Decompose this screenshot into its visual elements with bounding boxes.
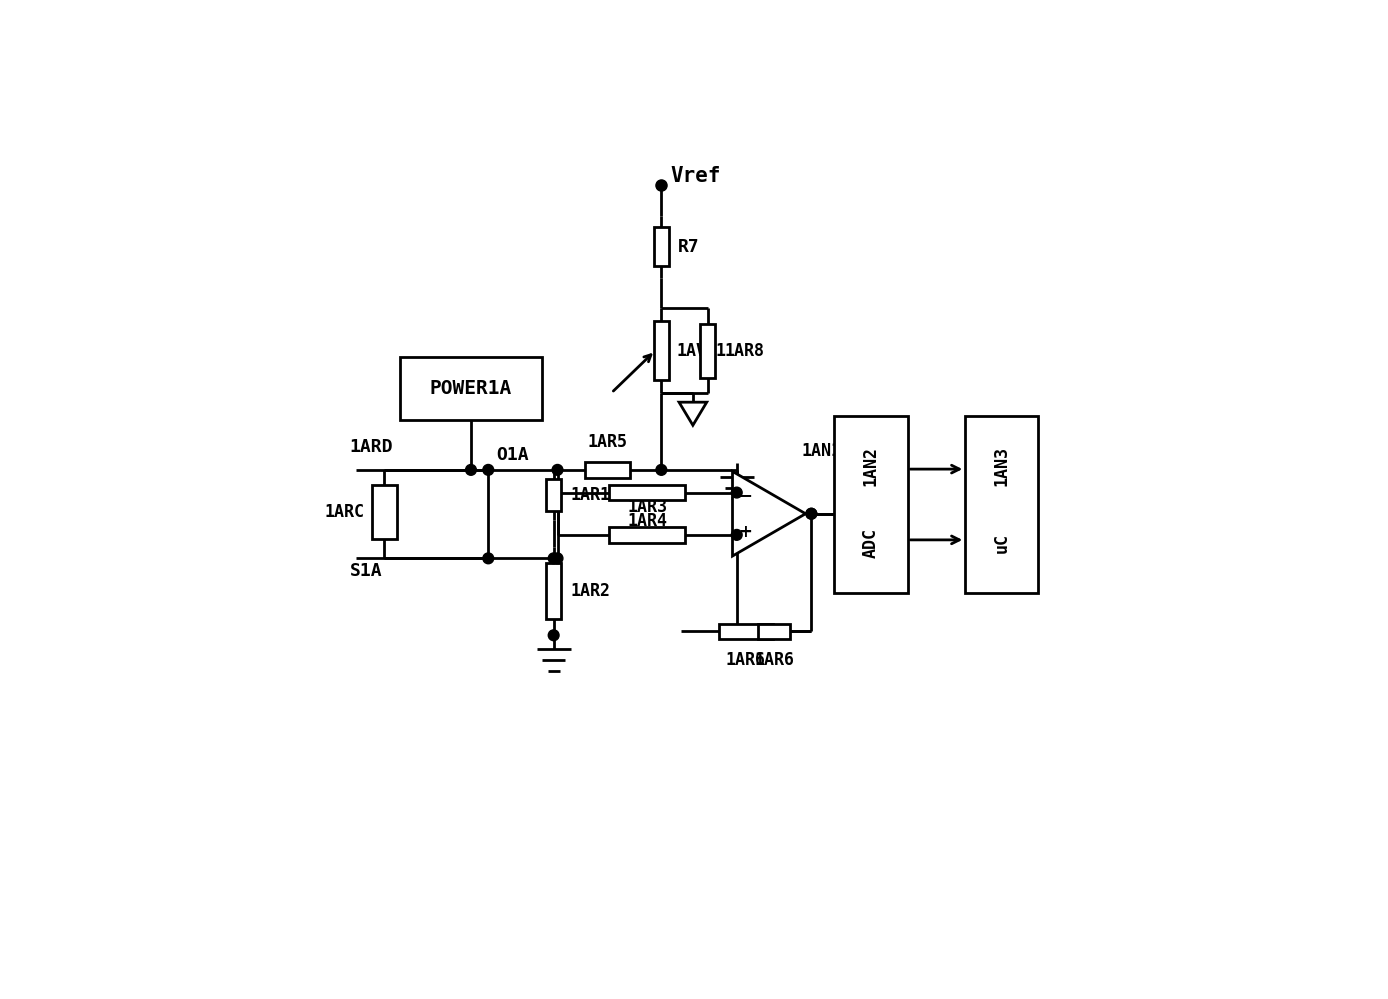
- Text: 1AR8: 1AR8: [725, 342, 765, 360]
- Polygon shape: [733, 472, 805, 556]
- Text: 1AN1: 1AN1: [802, 442, 841, 460]
- Text: 1AR2: 1AR2: [570, 582, 611, 600]
- Text: Vref: Vref: [670, 166, 722, 186]
- Text: R7: R7: [679, 238, 700, 256]
- Bar: [400, 357, 543, 420]
- Circle shape: [483, 465, 494, 476]
- Circle shape: [548, 630, 559, 640]
- Circle shape: [552, 465, 564, 476]
- Text: 1AN2: 1AN2: [862, 446, 880, 486]
- Bar: [700, 324, 715, 378]
- Polygon shape: [679, 403, 706, 426]
- Text: 1ARD: 1ARD: [350, 438, 393, 456]
- Text: 1AR6: 1AR6: [726, 650, 766, 668]
- Text: 1AR6: 1AR6: [754, 650, 794, 668]
- Bar: [719, 623, 773, 639]
- Bar: [584, 463, 630, 478]
- Circle shape: [657, 465, 666, 476]
- Text: 1AR1: 1AR1: [570, 486, 611, 503]
- Circle shape: [548, 553, 559, 563]
- Text: ADC: ADC: [862, 528, 880, 558]
- Text: 1AR3: 1AR3: [627, 498, 668, 515]
- Circle shape: [465, 465, 476, 476]
- Text: −: −: [738, 487, 752, 504]
- Bar: [372, 486, 397, 539]
- Bar: [834, 416, 908, 593]
- Text: POWER1A: POWER1A: [430, 379, 512, 398]
- Circle shape: [806, 508, 816, 519]
- Text: O1A: O1A: [496, 446, 529, 464]
- Circle shape: [731, 529, 743, 540]
- Text: 1AN3: 1AN3: [992, 446, 1010, 486]
- Bar: [545, 562, 561, 619]
- Circle shape: [806, 508, 816, 519]
- Bar: [758, 623, 790, 639]
- Bar: [545, 479, 561, 510]
- Circle shape: [552, 553, 564, 563]
- Circle shape: [483, 553, 494, 563]
- Text: +: +: [738, 523, 752, 541]
- Text: 1AVR1: 1AVR1: [677, 342, 727, 360]
- Bar: [654, 227, 669, 267]
- Bar: [654, 321, 669, 381]
- Bar: [609, 485, 684, 500]
- Bar: [609, 527, 684, 542]
- Text: 1AR5: 1AR5: [587, 433, 627, 451]
- Text: 1AR4: 1AR4: [627, 511, 668, 529]
- Circle shape: [731, 488, 743, 498]
- Bar: [965, 416, 1038, 593]
- Text: S1A: S1A: [350, 562, 383, 580]
- Text: 1ARC: 1ARC: [325, 503, 365, 521]
- Text: uC: uC: [992, 533, 1010, 553]
